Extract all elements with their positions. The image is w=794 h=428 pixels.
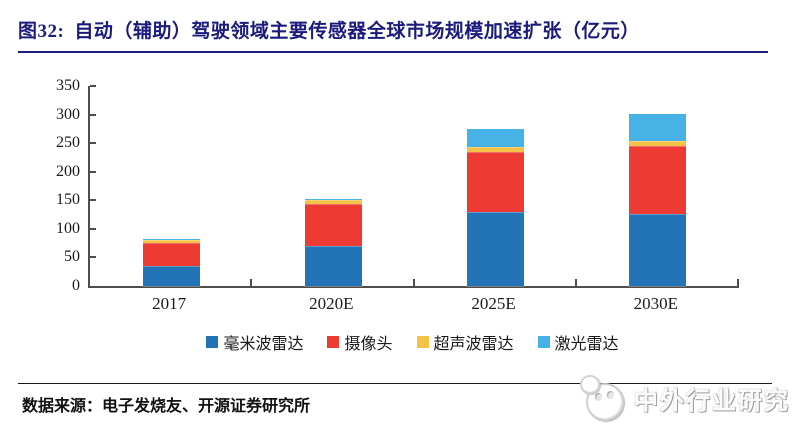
- legend-item-毫米波雷达: 毫米波雷达: [206, 330, 303, 354]
- bar-segment-摄像头: [629, 146, 687, 214]
- bar-segment-超声波雷达: [304, 199, 362, 205]
- chart-legend: 毫米波雷达 摄像头 超声波雷达 激光雷达: [88, 330, 737, 354]
- y-tick-mark: [90, 113, 96, 116]
- watermark-logo: 中外行业研究: [580, 370, 790, 426]
- figure-number: 图32:: [18, 21, 65, 42]
- title-divider: [18, 51, 768, 53]
- bar-segment-激光雷达: [304, 198, 362, 200]
- y-axis-labels: 0 50 100 150 200 250 300 350: [0, 78, 80, 294]
- x-tick-label: 2030E: [633, 294, 679, 313]
- data-source-note: 数据来源：电子发烧友、开源证券研究所: [22, 398, 311, 415]
- legend-swatch-icon: [416, 336, 429, 348]
- panda-logo-icon: [580, 373, 626, 423]
- bar-segment-毫米波雷达: [304, 246, 362, 286]
- bar-segment-摄像头: [467, 152, 525, 212]
- bar-segment-毫米波雷达: [629, 214, 687, 286]
- x-tick-mark: [574, 279, 577, 286]
- figure-title: 图32: 自动（辅助）驾驶领域主要传感器全球市场规模加速扩张（亿元）: [18, 16, 778, 43]
- legend-item-超声波雷达: 超声波雷达: [416, 330, 514, 354]
- x-tick-label: 2017: [152, 294, 187, 313]
- y-tick-mark: [90, 227, 96, 230]
- y-tick-label: 250: [56, 134, 80, 152]
- legend-label: 超声波雷达: [433, 336, 514, 353]
- legend-swatch-icon: [327, 336, 340, 348]
- y-tick-mark: [90, 170, 96, 173]
- bar-segment-激光雷达: [467, 128, 525, 147]
- legend-item-激光雷达: 激光雷达: [537, 330, 619, 354]
- x-tick-mark: [250, 279, 253, 286]
- y-tick-mark: [90, 256, 96, 259]
- legend-label: 摄像头: [344, 336, 393, 353]
- y-tick-mark: [90, 199, 96, 202]
- bar-segment-超声波雷达: [142, 240, 200, 244]
- bar-segment-超声波雷达: [629, 140, 687, 146]
- y-tick-label: 350: [56, 77, 80, 94]
- y-tick-mark: [90, 85, 96, 87]
- y-tick-label: 200: [56, 162, 80, 180]
- bar-segment-毫米波雷达: [467, 211, 525, 286]
- figure-title-text: 自动（辅助）驾驶领域主要传感器全球市场规模加速扩张（亿元）: [74, 21, 640, 42]
- x-tick-mark: [412, 279, 415, 286]
- legend-swatch-icon: [537, 336, 550, 348]
- bar-segment-激光雷达: [629, 114, 687, 141]
- bar-segment-毫米波雷达: [142, 266, 200, 286]
- x-tick-label: 2020E: [309, 294, 354, 313]
- bar-segment-超声波雷达: [467, 146, 525, 153]
- x-axis-labels: 2017 2020E 2025E 2030E: [88, 294, 737, 316]
- y-tick-label: 150: [56, 191, 80, 209]
- y-tick-label: 50: [64, 248, 80, 266]
- legend-swatch-icon: [206, 336, 219, 348]
- y-tick-label: 300: [56, 105, 80, 123]
- bar-segment-摄像头: [142, 243, 200, 266]
- x-tick-label: 2025E: [471, 294, 516, 313]
- legend-label: 毫米波雷达: [223, 336, 304, 353]
- watermark-text: 中外行业研究: [634, 388, 790, 415]
- y-tick-label: 100: [56, 219, 80, 237]
- legend-item-摄像头: 摄像头: [327, 330, 393, 354]
- y-tick-mark: [90, 142, 96, 145]
- x-tick-mark: [737, 279, 739, 286]
- chart-plot-area: [88, 85, 739, 288]
- footer-divider: [18, 383, 772, 384]
- legend-label: 激光雷达: [554, 336, 619, 353]
- y-tick-label: 0: [72, 277, 80, 294]
- bar-segment-摄像头: [304, 204, 362, 246]
- bar-segment-激光雷达: [142, 239, 200, 241]
